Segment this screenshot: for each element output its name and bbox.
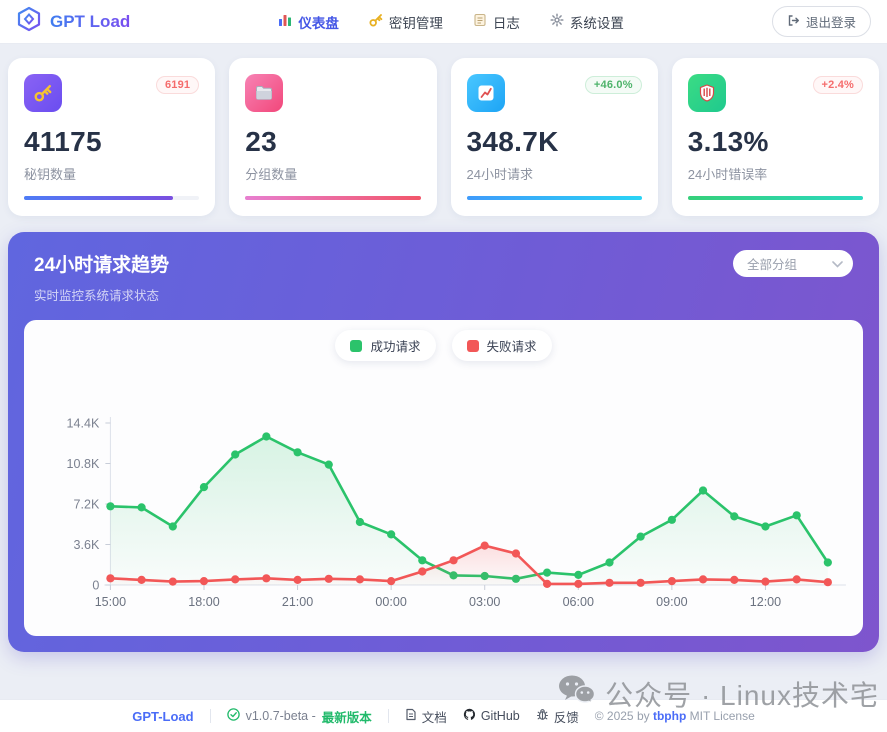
legend-item-success[interactable]: 成功请求 bbox=[335, 330, 436, 361]
chevron-down-icon bbox=[832, 255, 843, 273]
svg-text:09:00: 09:00 bbox=[656, 595, 687, 609]
footer-brand[interactable]: GPT-Load bbox=[132, 708, 194, 724]
stat-badge: +46.0% bbox=[584, 76, 642, 94]
stat-progress-track bbox=[24, 196, 200, 200]
nav-item-dashboard[interactable]: 仪表盘 bbox=[278, 12, 339, 32]
trend-subtitle: 实时监控系统请求状态 bbox=[34, 289, 160, 303]
stat-progress-track bbox=[687, 196, 863, 200]
nav-label-dashboard: 仪表盘 bbox=[298, 15, 339, 31]
nav-item-keys[interactable]: 密钥管理 bbox=[369, 12, 443, 32]
stat-progress-track bbox=[466, 196, 642, 200]
footer-version-text: v1.0.7-beta - bbox=[245, 709, 316, 723]
svg-text:0: 0 bbox=[92, 579, 99, 593]
nav-label-keys: 密钥管理 bbox=[388, 15, 443, 31]
footer-version: v1.0.7-beta - 最新版本 bbox=[226, 707, 372, 726]
stat-value: 3.13% bbox=[687, 126, 769, 157]
svg-text:7.2K: 7.2K bbox=[74, 498, 100, 512]
stat-progress-fill bbox=[466, 196, 642, 200]
bar-chart-icon bbox=[278, 13, 292, 30]
nav-label-settings: 系统设置 bbox=[569, 15, 624, 31]
legend-swatch-success bbox=[350, 339, 363, 352]
stat-card-groups: 23 分组数量 bbox=[229, 58, 437, 216]
key-icon bbox=[24, 74, 62, 112]
stat-badge: +2.4% bbox=[812, 76, 863, 94]
footer-divider bbox=[387, 709, 389, 723]
stat-badge: 6191 bbox=[155, 76, 200, 94]
footer-divider bbox=[209, 709, 211, 723]
footer-license: MIT License bbox=[689, 709, 755, 723]
footer-link-docs[interactable]: 文档 bbox=[405, 707, 447, 726]
footer-version-latest: 最新版本 bbox=[321, 710, 372, 725]
svg-text:12:00: 12:00 bbox=[750, 595, 781, 609]
svg-text:18:00: 18:00 bbox=[188, 595, 219, 609]
chart-up-icon bbox=[466, 74, 505, 112]
stat-label: 分组数量 bbox=[245, 167, 298, 182]
svg-text:3.6K: 3.6K bbox=[74, 538, 100, 552]
legend-label-fail: 失败请求 bbox=[486, 340, 537, 354]
gear-icon bbox=[550, 13, 564, 30]
main-content: 6191 41175 秘钥数量 23 分组数量 bbox=[0, 44, 887, 652]
group-select[interactable]: 全部分组 bbox=[733, 250, 853, 277]
stat-value: 23 bbox=[245, 126, 277, 157]
stat-label: 秘钥数量 bbox=[24, 167, 77, 182]
stats-row: 6191 41175 秘钥数量 23 分组数量 bbox=[8, 58, 879, 216]
logo-title: GPT Load bbox=[50, 11, 131, 31]
stat-label: 24小时错误率 bbox=[687, 167, 768, 182]
trend-line-chart[interactable]: 0 3.6K 7.2K 10.8K 14.4K 15:00 18:00 21:00 00:00 0… bbox=[24, 367, 863, 629]
main-nav: 仪表盘 密钥管理 日志 bbox=[278, 12, 624, 32]
footer-link-github[interactable]: GitHub bbox=[463, 708, 520, 724]
svg-text:00:00: 00:00 bbox=[375, 595, 406, 609]
footer-link-feedback[interactable]: 反馈 bbox=[536, 707, 579, 726]
footer-author-link[interactable]: tbphp bbox=[652, 709, 687, 723]
stat-card-keys: 6191 41175 秘钥数量 bbox=[8, 58, 216, 216]
check-circle-icon bbox=[226, 708, 240, 724]
stat-progress-fill bbox=[24, 196, 173, 200]
svg-text:14.4K: 14.4K bbox=[67, 417, 100, 431]
logout-label: 退出登录 bbox=[805, 16, 856, 30]
logout-icon bbox=[787, 14, 800, 30]
bug-icon bbox=[536, 708, 549, 724]
footer-copyright: © 2025 by tbphp MIT License bbox=[595, 709, 755, 723]
nav-item-settings[interactable]: 系统设置 bbox=[550, 12, 624, 32]
svg-text:03:00: 03:00 bbox=[469, 595, 500, 609]
github-icon bbox=[463, 708, 476, 724]
stat-value: 41175 bbox=[24, 126, 102, 157]
svg-text:15:00: 15:00 bbox=[95, 595, 126, 609]
app-header: GPT Load 仪表盘 密钥管理 bbox=[0, 0, 887, 44]
doc-icon bbox=[405, 708, 417, 724]
legend-swatch-fail bbox=[466, 339, 479, 352]
nav-item-logs[interactable]: 日志 bbox=[473, 12, 520, 32]
stat-card-requests: +46.0% 348.7K 24小时请求 bbox=[450, 58, 658, 216]
trend-chart-card: 成功请求 失败请求 0 3.6K 7.2K 10.8K 14.4K 15:00 18:00 2… bbox=[24, 320, 863, 636]
trend-title: 24小时请求趋势 bbox=[34, 255, 170, 276]
folder-icon bbox=[245, 74, 284, 112]
stat-progress-fill bbox=[687, 196, 863, 200]
logo-hexagon-icon bbox=[16, 6, 42, 37]
footer-link-label: 文档 bbox=[421, 710, 447, 725]
key-icon bbox=[369, 13, 383, 30]
stat-value: 348.7K bbox=[466, 126, 559, 157]
group-select-value: 全部分组 bbox=[747, 258, 798, 272]
footer-link-label: GitHub bbox=[480, 709, 520, 723]
nav-label-logs: 日志 bbox=[492, 15, 520, 31]
shield-icon bbox=[687, 74, 726, 112]
footer-copyright-prefix: © 2025 by bbox=[594, 709, 650, 723]
svg-text:06:00: 06:00 bbox=[563, 595, 594, 609]
trend-panel: 24小时请求趋势 实时监控系统请求状态 全部分组 成功请求 失败请求 bbox=[8, 232, 879, 652]
legend-label-success: 成功请求 bbox=[370, 340, 421, 354]
logout-button[interactable]: 退出登录 bbox=[771, 6, 871, 37]
stat-progress-track bbox=[245, 196, 421, 200]
stat-label: 24小时请求 bbox=[466, 167, 533, 182]
footer-link-label: 反馈 bbox=[553, 710, 579, 725]
chart-legend: 成功请求 失败请求 bbox=[24, 330, 863, 361]
log-icon bbox=[473, 13, 487, 30]
app-logo: GPT Load bbox=[16, 6, 130, 37]
svg-text:21:00: 21:00 bbox=[282, 595, 313, 609]
stat-progress-fill bbox=[245, 196, 421, 200]
stat-card-error-rate: +2.4% 3.13% 24小时错误率 bbox=[671, 58, 879, 216]
legend-item-fail[interactable]: 失败请求 bbox=[451, 330, 552, 361]
svg-text:10.8K: 10.8K bbox=[67, 457, 100, 471]
app-footer: GPT-Load v1.0.7-beta - 最新版本 文档 GitHub bbox=[0, 699, 887, 732]
